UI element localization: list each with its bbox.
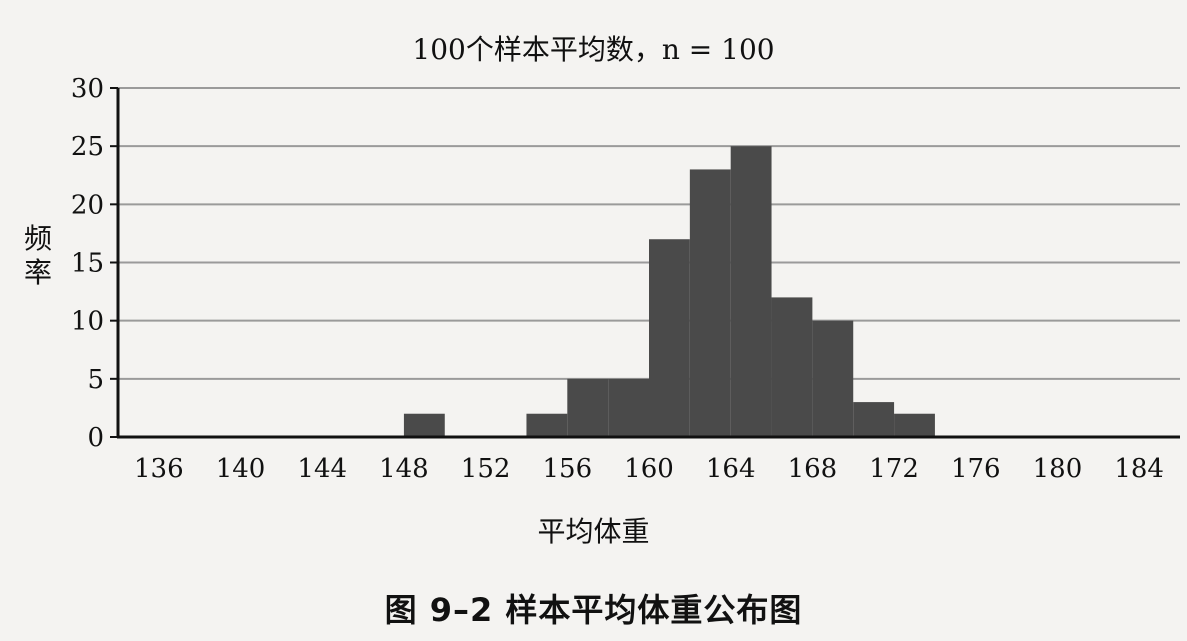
x-tick-label: 156 bbox=[542, 454, 592, 484]
histogram-bar bbox=[567, 378, 609, 437]
x-tick-label: 164 bbox=[706, 454, 756, 484]
y-axis-label: 频率 bbox=[23, 222, 52, 289]
chart-title: 100个样本平均数，n = 100 bbox=[412, 33, 775, 66]
histogram-bar bbox=[689, 169, 731, 437]
x-tick-label: 172 bbox=[869, 454, 919, 484]
x-tick-label: 160 bbox=[624, 454, 674, 484]
y-tick-label: 10 bbox=[71, 307, 104, 337]
x-axis-label: 平均体重 bbox=[537, 515, 650, 548]
x-tick-label: 168 bbox=[788, 454, 838, 484]
y-tick-label: 5 bbox=[87, 365, 104, 395]
y-tick-label: 25 bbox=[71, 132, 104, 162]
y-tick-label: 30 bbox=[71, 74, 104, 104]
y-tick-label: 15 bbox=[71, 249, 104, 279]
histogram-bar bbox=[894, 413, 935, 437]
x-tick-label: 140 bbox=[216, 454, 266, 484]
y-tick-label: 20 bbox=[71, 190, 104, 220]
x-tick-label: 136 bbox=[134, 454, 184, 484]
x-tick-label: 180 bbox=[1033, 454, 1083, 484]
y-tick-label: 0 bbox=[87, 423, 104, 453]
histogram-bar bbox=[403, 413, 445, 437]
histogram-bar bbox=[812, 320, 854, 437]
tick-layer: 0 5 10 15 20 25 30 136 140 144 148 152 156 160 164 168 1… bbox=[71, 74, 1164, 484]
histogram-bar bbox=[526, 413, 568, 437]
histogram-bar bbox=[608, 378, 649, 437]
x-tick-label: 148 bbox=[379, 454, 429, 484]
x-tick-label: 176 bbox=[951, 454, 1001, 484]
histogram-bar bbox=[649, 239, 690, 437]
x-tick-label: 184 bbox=[1114, 454, 1164, 484]
x-tick-label: 144 bbox=[297, 454, 347, 484]
figure-caption: 图 9–2 样本平均体重公布图 bbox=[384, 591, 803, 629]
histogram-bar bbox=[853, 402, 895, 437]
histogram-bar bbox=[730, 146, 772, 437]
histogram-bar bbox=[771, 297, 813, 437]
x-tick-label: 152 bbox=[461, 454, 511, 484]
bar-layer bbox=[403, 146, 935, 437]
